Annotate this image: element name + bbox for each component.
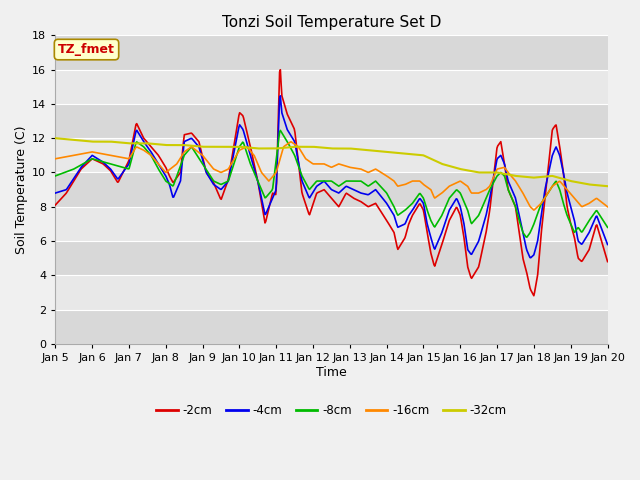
Bar — [55, 172, 607, 207]
Text: TZ_fmet: TZ_fmet — [58, 43, 115, 56]
Bar — [55, 310, 607, 344]
Title: Tonzi Soil Temperature Set D: Tonzi Soil Temperature Set D — [221, 15, 441, 30]
Bar — [55, 241, 607, 276]
Bar — [55, 70, 607, 104]
Bar — [55, 36, 607, 70]
Legend: -2cm, -4cm, -8cm, -16cm, -32cm: -2cm, -4cm, -8cm, -16cm, -32cm — [152, 399, 511, 421]
Y-axis label: Soil Temperature (C): Soil Temperature (C) — [15, 125, 28, 254]
Bar — [55, 104, 607, 138]
Bar — [55, 138, 607, 172]
X-axis label: Time: Time — [316, 366, 347, 379]
Bar — [55, 207, 607, 241]
Bar — [55, 276, 607, 310]
